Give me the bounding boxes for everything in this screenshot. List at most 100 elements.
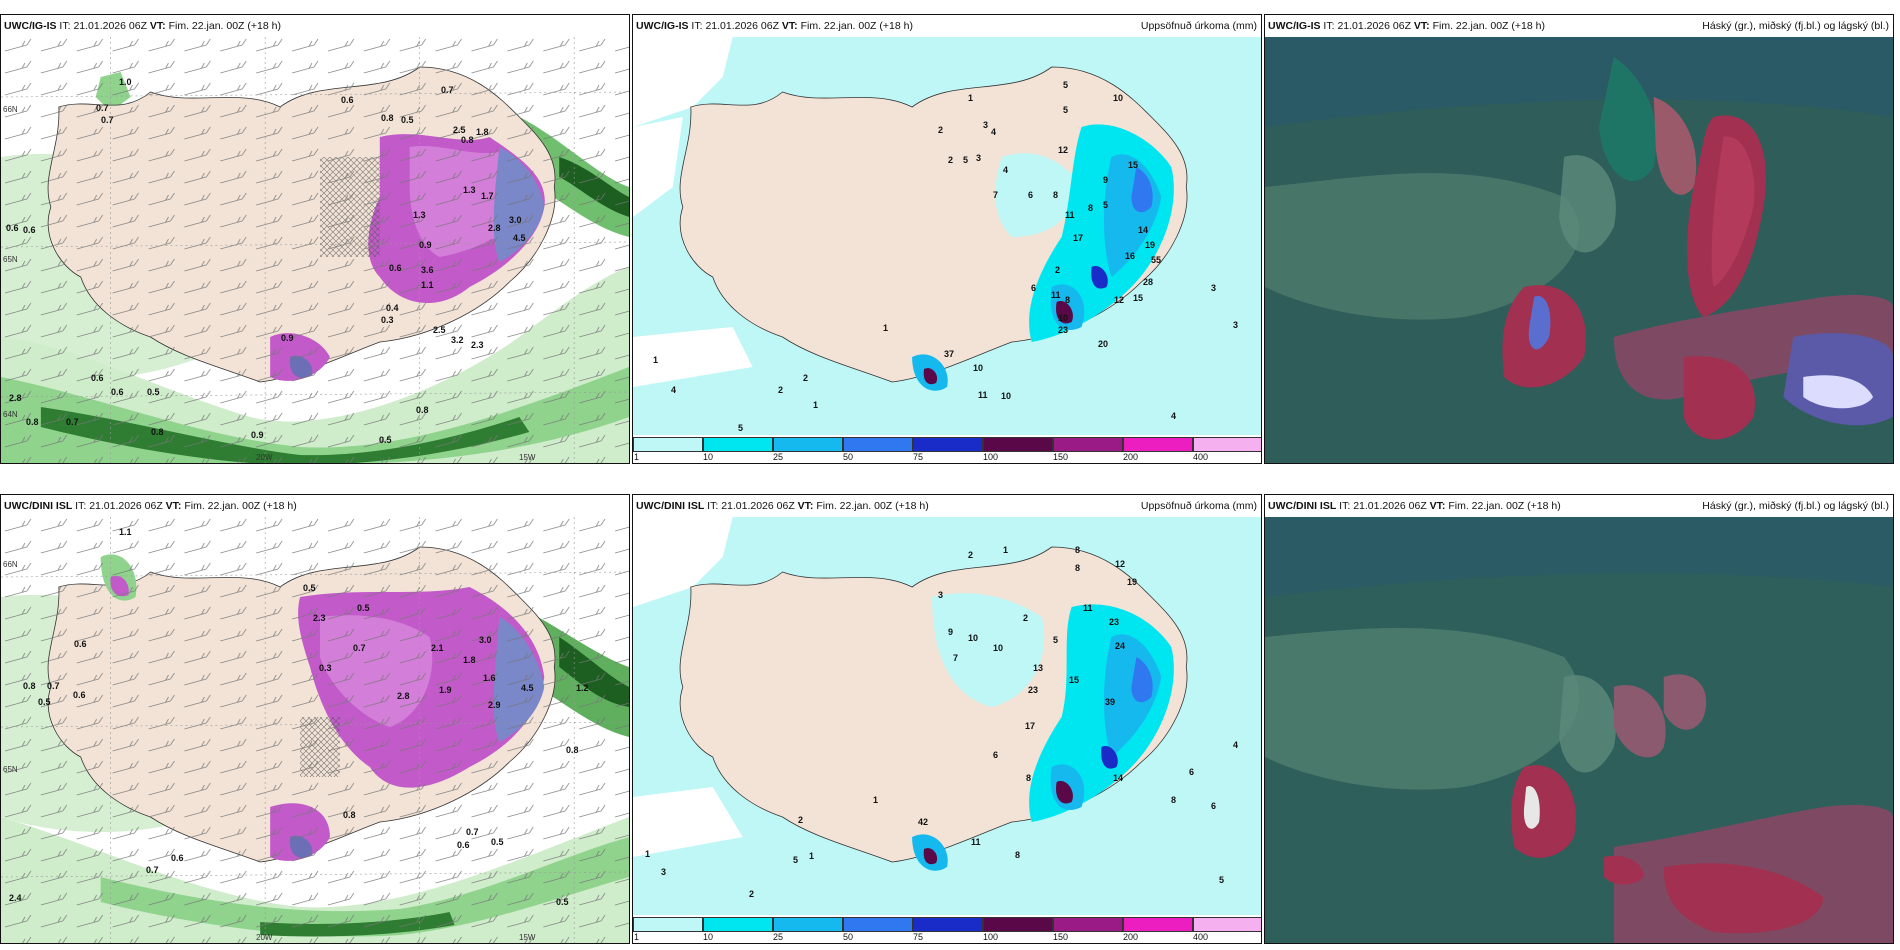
lon-label: 20W [256,933,273,942]
value-label: 0.4 [386,303,399,313]
value-label: 0.8 [23,681,36,691]
value-label: 1 [813,400,819,410]
colorbar-swatch [983,917,1053,932]
value-label: 12 [1114,295,1125,305]
value-label: 6 [993,750,999,760]
init-time: 21.01.2026 06Z [1353,500,1427,512]
init-time: 21.01.2026 06Z [73,20,147,32]
value-label: 2.5 [433,325,446,335]
value-label: 7 [993,190,999,200]
value-label: 11 [1051,290,1061,300]
value-label: 19 [1127,577,1138,587]
bottom-row: UWC/DINI ISL IT: 21.01.2026 06Z VT: Fim.… [0,494,1900,946]
value-label: 5 [1053,635,1059,645]
value-label: 9 [948,627,954,637]
value-label: 0.6 [73,690,86,700]
value-label: 6 [1189,767,1195,777]
value-label: 1 [645,849,651,859]
value-label: 2.8 [9,393,22,403]
value-label: 1.0 [119,77,132,87]
value-label: 1.8 [476,127,489,137]
panel-bottom-left-precip-wind[interactable]: UWC/DINI ISL IT: 21.01.2026 06Z VT: Fim.… [0,494,630,944]
field-title: Háský (gr.), miðský (fj.bl.) og lágský (… [1702,500,1889,512]
value-label: 3 [1211,283,1217,293]
colorbar-swatch [913,917,983,932]
value-label: 0.5 [556,897,569,907]
init-time: 21.01.2026 06Z [721,500,795,512]
panel-top-mid-precip[interactable]: UWC/IG-IS IT: 21.01.2026 06Z VT: Fim. 22… [632,14,1262,464]
colorbar-swatch [633,917,703,932]
panel-bottom-right-clouds[interactable]: UWC/DINI ISL IT: 21.01.2026 06Z VT: Fim.… [1264,494,1894,944]
value-label: 2.8 [397,691,410,701]
value-label: 12 [1058,145,1069,155]
value-label: 1 [968,93,974,103]
panel-bottom-mid-precip[interactable]: UWC/DINI ISL IT: 21.01.2026 06Z VT: Fim.… [632,494,1262,944]
valid-time: Fim. 22.jan. 00Z [1432,20,1509,32]
value-label: 4 [1171,411,1177,421]
value-label: 1.1 [421,280,434,290]
value-label: 4 [991,127,997,137]
value-label: 1.1 [119,527,132,537]
value-label: 1 [653,355,659,365]
colorbar-swatch [913,437,983,452]
value-label: 0.6 [91,373,104,383]
value-label: 0.7 [353,643,366,653]
value-label: 8 [1075,563,1081,573]
lead-time: (+18 h) [263,500,297,512]
lat-label: 64N [3,410,18,419]
value-label: 17 [1025,721,1036,731]
colorbar-swatch [1053,437,1123,452]
value-label: 0.8 [461,135,474,145]
value-label: 0.6 [341,95,354,105]
model-name: UWC/DINI ISL [4,500,73,512]
value-label: 10 [973,363,984,373]
panel-header: UWC/DINI ISL IT: 21.01.2026 06Z VT: Fim.… [1265,495,1893,517]
value-label: 2.3 [471,340,484,350]
value-label: 15 [1133,293,1144,303]
value-label: 8 [1053,190,1059,200]
value-label: 0.8 [343,810,356,820]
value-label: 0.6 [74,639,87,649]
panel-header: UWC/IG-IS IT: 21.01.2026 06Z VT: Fim. 22… [633,15,1261,37]
map-area [633,37,1261,463]
value-label: 10 [968,633,979,643]
value-label: 2 [948,155,954,165]
lead-time: (+18 h) [895,500,929,512]
value-label: 0.9 [281,333,294,343]
init-time: 21.01.2026 06Z [1337,20,1411,32]
value-label: 11 [1065,210,1075,220]
value-label: 14 [1138,225,1149,235]
value-label: 4.5 [513,233,526,243]
value-label: 11 [978,390,988,400]
value-label: 1 [809,851,815,861]
valid-time: Fim. 22.jan. 00Z [800,20,877,32]
colorbar-tick: 10 [703,932,714,942]
value-label: 2.1 [431,643,444,653]
value-label: 6 [1031,283,1037,293]
colorbar-tick: 150 [1053,932,1069,942]
value-label: 37 [944,349,955,359]
value-label: 17 [1073,233,1084,243]
value-label: 4 [1233,740,1239,750]
value-label: 3 [1233,320,1239,330]
lat-label: 65N [3,765,18,774]
value-label: 10 [1113,93,1124,103]
panel-top-right-clouds[interactable]: UWC/IG-IS IT: 21.01.2026 06Z VT: Fim. 22… [1264,14,1894,464]
colorbar-swatch [1123,917,1193,932]
value-label: 4.5 [521,683,534,693]
valid-time: Fim. 22.jan. 00Z [168,20,245,32]
value-label: 3.0 [509,215,522,225]
value-label: 10 [993,643,1004,653]
value-label: 0.7 [101,115,114,125]
value-label: 15 [1069,675,1080,685]
value-label: 0.9 [251,430,264,440]
value-label: 1.2 [576,683,589,693]
value-label: 0.6 [23,225,36,235]
value-label: 3 [661,867,667,877]
init-time: 21.01.2026 06Z [705,20,779,32]
panel-top-left-precip-wind[interactable]: UWC/IG-IS IT: 21.01.2026 06Z VT: Fim. 22… [0,14,630,464]
lon-label: 15W [519,933,536,942]
value-label: 0.8 [566,745,579,755]
value-label: 19 [1145,240,1156,250]
init-time: 21.01.2026 06Z [89,500,163,512]
